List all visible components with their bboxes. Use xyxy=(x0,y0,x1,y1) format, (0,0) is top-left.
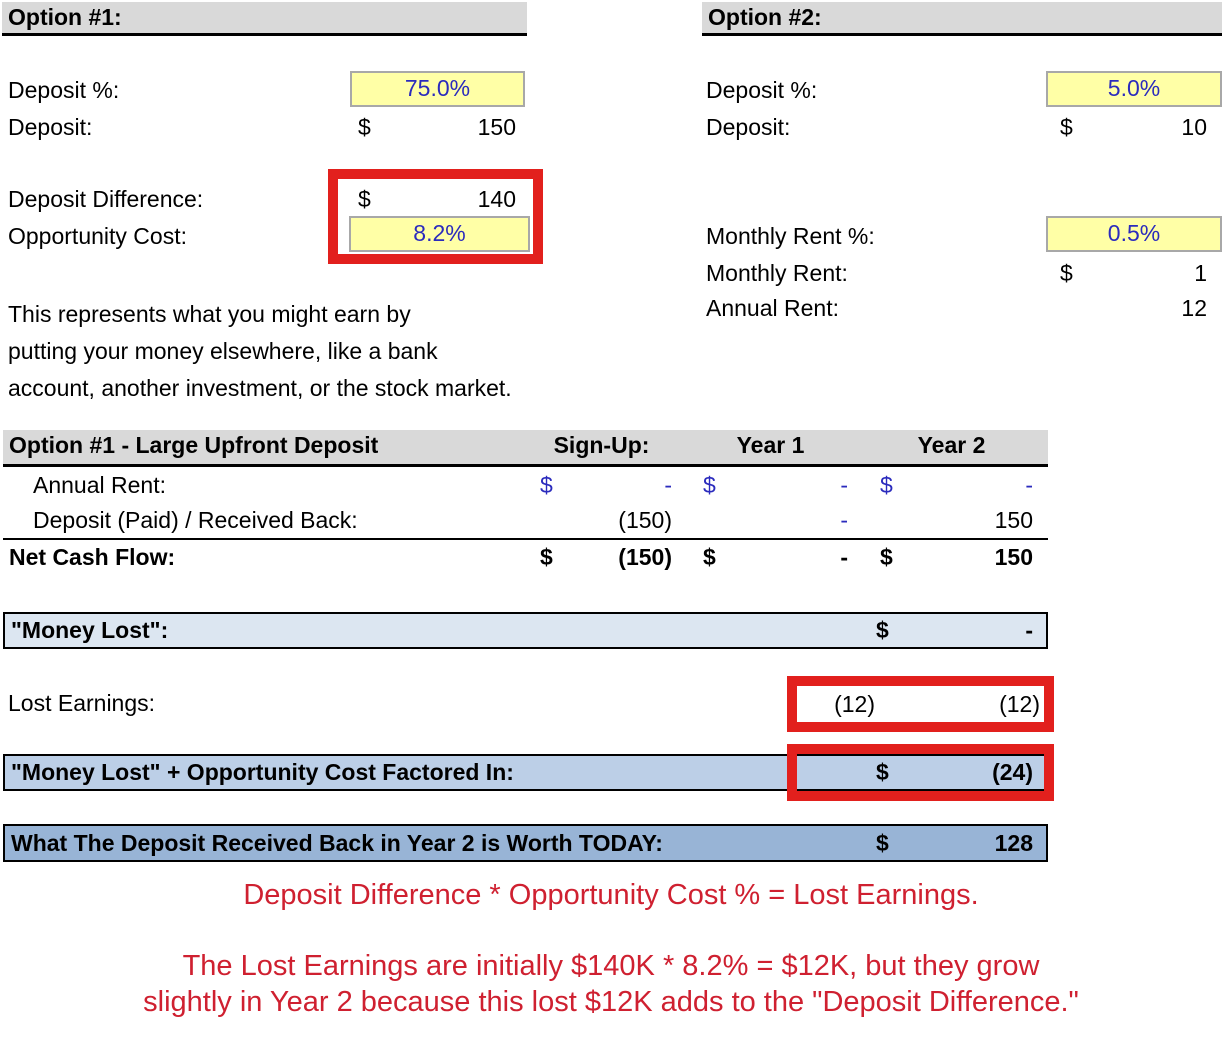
option2-monthly-rent-pct-label: Monthly Rent %: xyxy=(706,223,875,249)
growth-note-line: slightly in Year 2 because this lost $12… xyxy=(143,986,1079,1018)
cell-value: - xyxy=(840,507,848,533)
lost-earnings-label: Lost Earnings: xyxy=(8,690,156,716)
option2-deposit-label: Deposit: xyxy=(706,114,791,140)
option2-deposit-pct-label: Deposit %: xyxy=(706,77,818,103)
cell-value: 150 xyxy=(994,507,1033,533)
option2-deposit-value: 10 xyxy=(1181,114,1207,140)
lost-earnings-year2-value: (12) xyxy=(999,691,1040,717)
money-lost-row: "Money Lost": $ - xyxy=(3,612,1048,649)
option1-deposit-pct-input-cell[interactable]: 75.0% xyxy=(350,71,525,107)
note-line: account, another investment, or the stoc… xyxy=(8,375,512,401)
currency-symbol: $ xyxy=(703,472,716,498)
formula-note: Deposit Difference * Opportunity Cost % … xyxy=(243,879,979,911)
cell-value: (150) xyxy=(618,544,672,570)
option1-opportunity-cost-label: Opportunity Cost: xyxy=(8,223,187,249)
cell-value: 150 xyxy=(994,544,1033,570)
today-value-label: What The Deposit Received Back in Year 2… xyxy=(11,829,663,856)
currency-symbol: $ xyxy=(1060,114,1073,140)
table-row-annual-rent: Annual Rent: $ - $ - $ - xyxy=(3,467,1048,503)
money-lost-value: - xyxy=(1025,617,1033,643)
cell-value: - xyxy=(664,472,672,498)
option1-opportunity-cost-input-cell[interactable]: 8.2% xyxy=(349,216,530,252)
option1-deposit-difference-label: Deposit Difference: xyxy=(8,186,204,212)
note-line: This represents what you might earn by xyxy=(8,301,411,327)
currency-symbol: $ xyxy=(358,186,371,212)
currency-symbol: $ xyxy=(1060,260,1073,286)
table-divider xyxy=(3,538,1048,540)
row-label: Annual Rent: xyxy=(33,472,166,498)
cell-value: (150) xyxy=(618,507,672,533)
row-label: Deposit (Paid) / Received Back: xyxy=(33,507,358,533)
cell-value: - xyxy=(1025,472,1033,498)
opportunity-cost-note: This represents what you might earn by p… xyxy=(8,296,608,407)
money-lost-opportunity-value: (24) xyxy=(992,759,1033,785)
currency-symbol: $ xyxy=(880,472,893,498)
column-header-signup: Sign-Up: xyxy=(553,432,650,458)
option2-section-header: Option #2: xyxy=(702,2,1222,36)
money-lost-label: "Money Lost": xyxy=(11,617,169,643)
currency-symbol: $ xyxy=(540,544,553,570)
money-lost-opportunity-label: "Money Lost" + Opportunity Cost Factored… xyxy=(11,759,514,785)
table-row-deposit-paid-received: Deposit (Paid) / Received Back: (150) - … xyxy=(3,503,1048,537)
currency-symbol: $ xyxy=(876,617,889,643)
option1-deposit-pct-label: Deposit %: xyxy=(8,77,120,103)
option1-deposit-value: 150 xyxy=(477,114,516,140)
option2-monthly-rent-label: Monthly Rent: xyxy=(706,260,848,286)
cell-value: - xyxy=(840,544,848,570)
column-header-year2: Year 2 xyxy=(917,432,986,458)
table-row-net-cash-flow: Net Cash Flow: $ (150) $ - $ 150 xyxy=(3,540,1048,574)
option1-deposit-label: Deposit: xyxy=(8,114,93,140)
today-value: 128 xyxy=(994,829,1033,856)
option2-deposit-pct-input-cell[interactable]: 5.0% xyxy=(1046,71,1222,107)
option2-annual-rent-value: 12 xyxy=(1181,295,1207,321)
column-header-year1: Year 1 xyxy=(736,432,805,458)
currency-symbol: $ xyxy=(876,759,889,785)
lost-earnings-year1-value: (12) xyxy=(834,691,875,717)
note-line: putting your money elsewhere, like a ban… xyxy=(8,338,438,364)
option2-monthly-rent-pct-input-cell[interactable]: 0.5% xyxy=(1046,216,1222,252)
currency-symbol: $ xyxy=(703,544,716,570)
currency-symbol: $ xyxy=(880,544,893,570)
option1-deposit-difference-value: 140 xyxy=(477,186,516,212)
cell-value: - xyxy=(840,472,848,498)
cashflow-table-header: Option #1 - Large Upfront Deposit Sign-U… xyxy=(3,430,1048,467)
option2-monthly-rent-value: 1 xyxy=(1194,260,1207,286)
cashflow-table-title: Option #1 - Large Upfront Deposit xyxy=(9,432,379,458)
option2-annual-rent-label: Annual Rent: xyxy=(706,295,839,321)
currency-symbol: $ xyxy=(876,829,889,856)
currency-symbol: $ xyxy=(358,114,371,140)
today-value-row: What The Deposit Received Back in Year 2… xyxy=(3,824,1048,862)
growth-note-line: The Lost Earnings are initially $140K * … xyxy=(182,950,1040,982)
money-lost-opportunity-row: "Money Lost" + Opportunity Cost Factored… xyxy=(3,754,1048,791)
red-highlight-box-lost-earnings: (12) (12) xyxy=(787,676,1054,732)
currency-symbol: $ xyxy=(540,472,553,498)
growth-note: The Lost Earnings are initially $140K * … xyxy=(0,948,1222,1020)
row-label: Net Cash Flow: xyxy=(9,544,176,570)
option1-section-header: Option #1: xyxy=(2,2,527,36)
